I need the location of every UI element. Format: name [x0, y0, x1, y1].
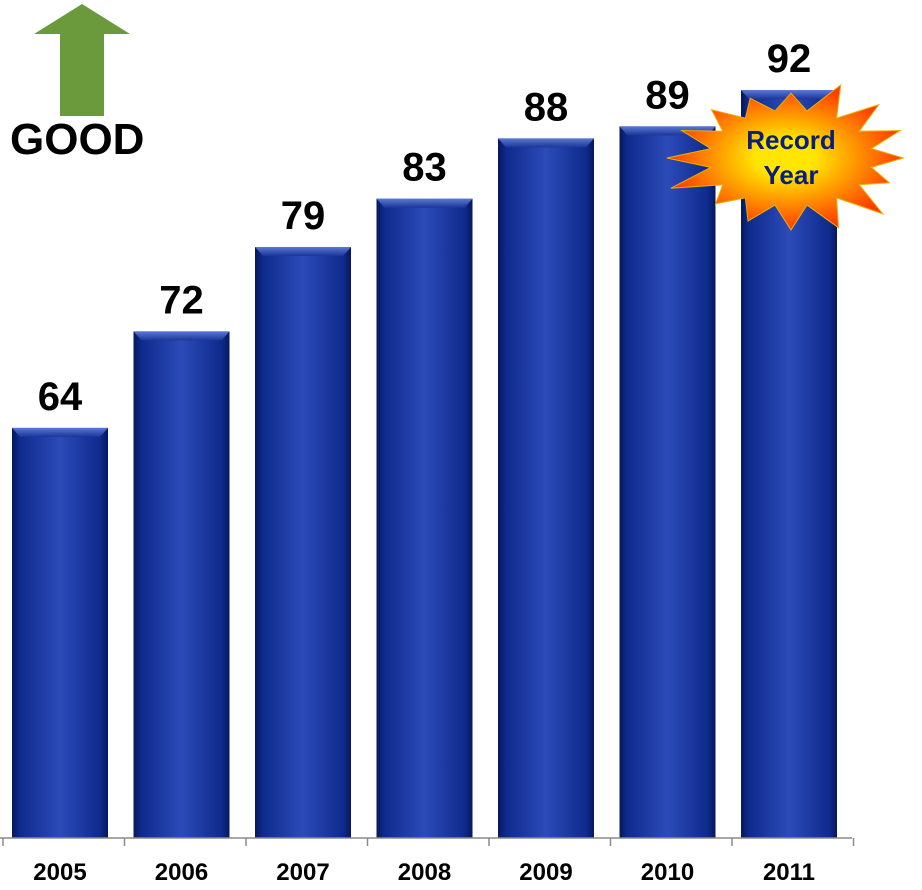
record-year-line2: Year [763, 160, 819, 190]
bar-2010 [619, 126, 716, 838]
data-label-2010: 89 [645, 73, 690, 117]
bar-rect-2009 [498, 138, 594, 838]
bar-top-bevel-2007 [255, 246, 351, 256]
x-tick-label-2011: 2011 [763, 859, 815, 886]
data-label-2005: 64 [38, 375, 83, 419]
bar-rect-2008 [376, 198, 473, 838]
bar-rect-2010 [619, 126, 716, 838]
data-label-2006: 72 [159, 278, 204, 322]
bar-top-bevel-2009 [498, 138, 594, 148]
record-year-starburst: Record Year [660, 78, 922, 238]
x-axis: 2005 2006 2007 2008 2009 2010 2011 [0, 837, 855, 886]
data-label-2008: 83 [402, 146, 447, 190]
x-tick-label-2008: 2008 [398, 859, 451, 886]
bar-2008 [376, 198, 473, 838]
up-arrow-icon [34, 4, 130, 116]
data-label-2009: 88 [524, 85, 569, 129]
bar-top-bevel-2005 [12, 427, 108, 437]
bar-2009 [498, 138, 594, 838]
bar-top-bevel-2006 [133, 331, 230, 341]
x-tick-label-2009: 2009 [519, 859, 572, 886]
bar-2006 [133, 331, 230, 838]
bar-rect-2007 [255, 246, 351, 838]
data-label-2007: 79 [281, 194, 326, 238]
good-label: GOOD [10, 115, 145, 164]
record-year-line1: Record [746, 124, 836, 155]
bar-2005 [12, 427, 108, 838]
starburst-icon [666, 83, 906, 231]
bar-rect-2005 [12, 427, 108, 838]
bar-top-bevel-2008 [376, 198, 473, 208]
x-tick-label-2010: 2010 [641, 859, 694, 886]
x-tick-label-2006: 2006 [155, 859, 208, 886]
bar-rect-2006 [133, 331, 230, 838]
bars-layer: 64 72 79 83 88 89 92 [12, 37, 837, 838]
data-label-2011: 92 [767, 37, 812, 81]
bar-2007 [255, 246, 351, 838]
x-tick-label-2005: 2005 [33, 859, 86, 886]
x-tick-label-2007: 2007 [276, 859, 329, 886]
